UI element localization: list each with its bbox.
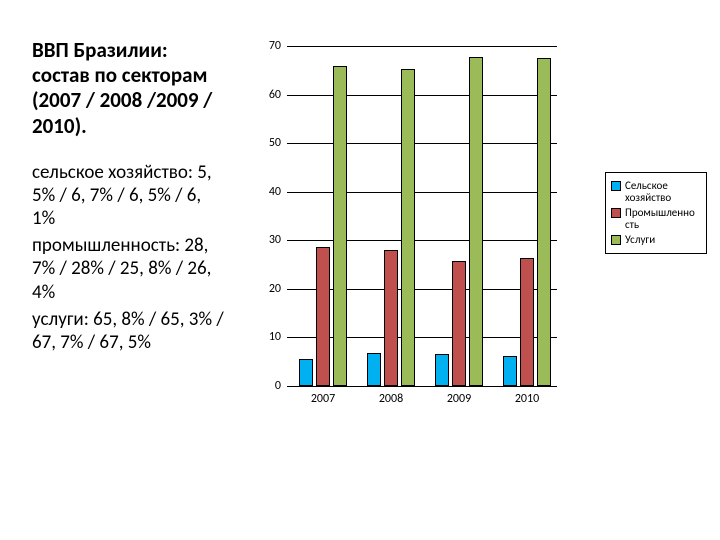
bar-svc-2007 [333,66,347,386]
x-tick-label: 2008 [363,392,419,406]
legend-item-svc: Услуги [611,234,701,246]
gridline [287,192,557,193]
x-tick-label: 2009 [431,392,487,406]
legend-swatch [611,181,621,191]
agri-label: сельское хозяйство: [32,161,193,184]
y-tick-label: 40 [259,185,281,199]
legend-item-agri: Сельское хозяйство [611,180,701,204]
gridline [287,95,557,96]
ind-label: промышленность: [32,234,180,257]
legend-label: Промышленно сть [625,207,701,231]
y-tick-label: 0 [259,379,281,393]
x-tick-label: 2007 [295,392,351,406]
bar-ind-2009 [452,261,466,386]
x-tick-label: 2010 [499,392,555,406]
bar-agri-2008 [367,353,381,386]
legend-swatch [611,235,621,245]
legend-label: Услуги [625,234,701,246]
y-tick-label: 30 [259,233,281,247]
y-tick-label: 60 [259,88,281,102]
gridline [287,143,557,144]
y-tick-label: 10 [259,330,281,344]
y-tick-label: 70 [259,39,281,53]
bar-svc-2009 [469,57,483,386]
body-text: сельское хозяйство: 5, 5% / 6, 7% / 6, 5… [32,161,227,354]
gridline [287,46,557,47]
bar-svc-2008 [401,69,415,386]
bar-agri-2007 [299,359,313,386]
gdp-bar-chart: 010203040506070 2007200820092010 [259,46,569,436]
bar-ind-2010 [520,258,534,386]
bar-svc-2010 [537,58,551,386]
gridline [287,240,557,241]
bar-ind-2007 [316,247,330,386]
legend-label: Сельское хозяйство [625,180,701,204]
page-title: ВВП Бразилии: состав по секторам (2007 /… [32,38,227,139]
y-tick-label: 20 [259,282,281,296]
y-tick-label: 50 [259,136,281,150]
bar-ind-2008 [384,250,398,386]
legend-swatch [611,208,621,218]
bar-agri-2009 [435,354,449,386]
chart-legend: Сельское хозяйство Промышленно сть Услуги [605,172,707,254]
gridline [287,386,557,387]
svc-label: услуги: [32,308,89,331]
legend-item-ind: Промышленно сть [611,207,701,231]
bar-agri-2010 [503,356,517,386]
